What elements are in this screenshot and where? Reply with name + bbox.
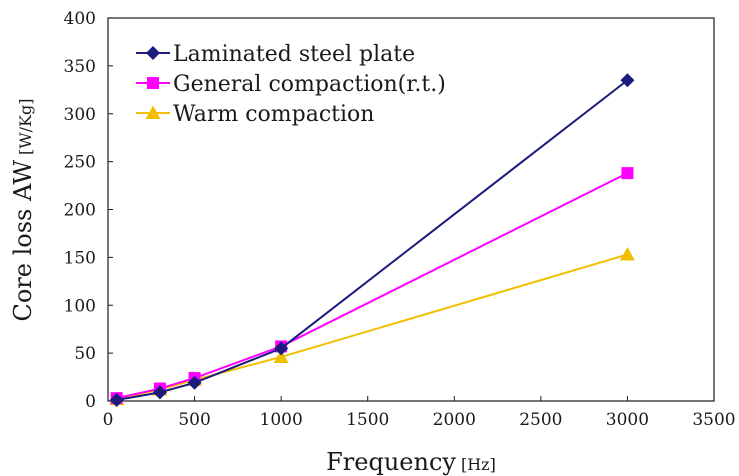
legend-label: General compaction(r.t.) bbox=[173, 72, 446, 97]
data-point bbox=[109, 393, 124, 408]
y-axis-ticks: 0 50 100 150 200 250 300 350 400 bbox=[64, 9, 113, 412]
data-point bbox=[273, 349, 289, 363]
data-point bbox=[619, 247, 635, 261]
legend-entry: Laminated steel plate bbox=[136, 42, 415, 67]
legend-label: Warm compaction bbox=[173, 102, 374, 127]
y-tick-label: 350 bbox=[64, 57, 96, 77]
y-axis-unit: [W/Kg] bbox=[16, 98, 35, 155]
legend-entry: General compaction(r.t.) bbox=[136, 72, 446, 97]
y-tick-label: 200 bbox=[64, 201, 96, 221]
series-layer bbox=[109, 73, 635, 408]
plot-area bbox=[107, 17, 715, 402]
y-tick-label: 250 bbox=[64, 153, 96, 173]
legend-marker bbox=[146, 46, 160, 60]
data-point bbox=[621, 167, 634, 180]
x-tick-label: 1500 bbox=[346, 410, 389, 430]
data-point bbox=[187, 375, 202, 390]
y-tick-label: 50 bbox=[74, 344, 96, 364]
y-tick-label: 400 bbox=[64, 9, 96, 29]
legend: Laminated steel plate General compaction(… bbox=[136, 42, 446, 127]
legend-marker bbox=[145, 105, 161, 119]
x-tick-label: 2000 bbox=[433, 410, 476, 430]
legend-label: Laminated steel plate bbox=[173, 42, 415, 67]
x-tick-label: 2500 bbox=[519, 410, 562, 430]
x-axis-label: Frequency bbox=[326, 448, 456, 476]
y-axis-label: Core loss AW bbox=[9, 160, 37, 322]
x-tick-label: 3000 bbox=[606, 410, 649, 430]
x-tick-label: 0 bbox=[103, 410, 114, 430]
x-axis-ticks: 0 500 1000 1500 2000 2500 3000 3500 bbox=[103, 396, 736, 430]
data-point bbox=[620, 73, 635, 88]
x-tick-label: 500 bbox=[178, 410, 210, 430]
y-axis-title: Core loss AW [W/Kg] bbox=[9, 98, 37, 321]
series-0 bbox=[109, 73, 635, 408]
x-tick-label: 1000 bbox=[260, 410, 303, 430]
legend-marker bbox=[147, 77, 159, 89]
data-point bbox=[152, 385, 167, 400]
x-axis-title: Frequency [Hz] bbox=[326, 448, 496, 476]
data-point bbox=[274, 341, 289, 356]
y-tick-label: 100 bbox=[64, 296, 96, 316]
x-tick-label: 3500 bbox=[692, 410, 735, 430]
y-tick-label: 0 bbox=[85, 392, 96, 412]
legend-entry: Warm compaction bbox=[136, 102, 374, 127]
y-tick-label: 300 bbox=[64, 105, 96, 125]
y-tick-label: 150 bbox=[64, 248, 96, 268]
x-axis-unit: [Hz] bbox=[461, 455, 496, 474]
